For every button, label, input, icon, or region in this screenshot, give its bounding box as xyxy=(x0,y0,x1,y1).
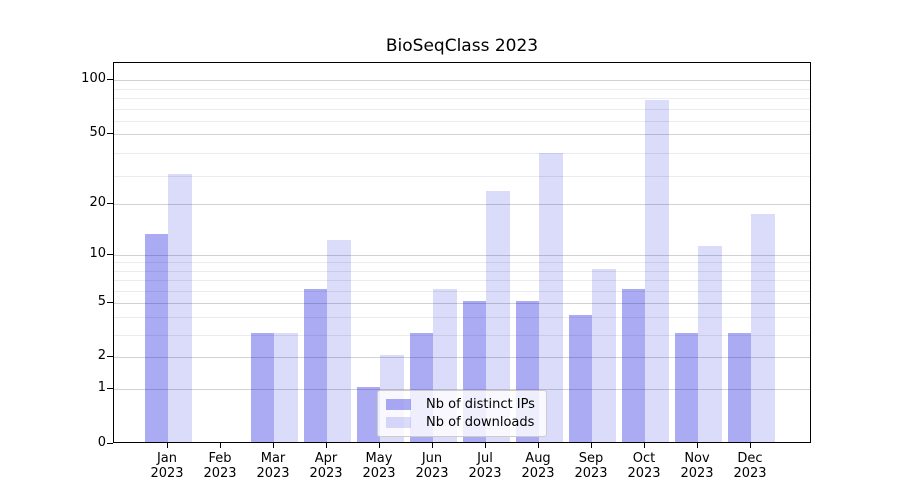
y-gridline-major xyxy=(114,80,810,81)
legend: Nb of distinct IPs Nb of downloads xyxy=(377,390,547,437)
y-tick-label: 1 xyxy=(97,380,106,395)
x-tick-label: Oct 2023 xyxy=(627,451,661,481)
y-gridline-minor xyxy=(114,176,810,177)
x-tick-mark xyxy=(379,443,380,448)
x-tick-label: Apr 2023 xyxy=(309,451,343,481)
legend-label: Nb of downloads xyxy=(426,415,535,431)
x-tick-label: May 2023 xyxy=(362,451,396,481)
x-tick-mark xyxy=(644,443,645,448)
y-gridline-minor xyxy=(114,121,810,122)
x-tick-label: Nov 2023 xyxy=(680,451,714,481)
bar-oct-downloads xyxy=(645,100,669,442)
bar-apr-downloads xyxy=(327,239,351,442)
y-tick-mark xyxy=(107,133,113,134)
y-gridline-minor xyxy=(114,262,810,263)
bar-sep-downloads xyxy=(592,268,616,442)
x-tick-label: Sep 2023 xyxy=(574,451,608,481)
x-tick-mark xyxy=(326,443,327,448)
y-tick-label: 0 xyxy=(97,435,106,450)
x-tick-mark xyxy=(273,443,274,448)
y-gridline-major xyxy=(114,204,810,205)
y-gridline-minor xyxy=(114,280,810,281)
bar-jul-downloads xyxy=(486,191,510,442)
y-tick-mark xyxy=(107,443,113,444)
x-tick-mark xyxy=(167,443,168,448)
x-tick-mark xyxy=(591,443,592,448)
y-gridline-major xyxy=(114,303,810,304)
chart-title: BioSeqClass 2023 xyxy=(385,36,539,56)
x-tick-mark xyxy=(432,443,433,448)
x-tick-label: Dec 2023 xyxy=(733,451,767,481)
bar-oct-distinct-ips xyxy=(621,288,645,442)
x-tick-label: Mar 2023 xyxy=(256,451,290,481)
x-tick-mark xyxy=(485,443,486,448)
y-tick-mark xyxy=(107,356,113,357)
bar-mar-downloads xyxy=(274,332,298,442)
bar-dec-distinct-ips xyxy=(727,332,751,442)
x-tick-label: Jan 2023 xyxy=(150,451,184,481)
y-tick-mark xyxy=(107,203,113,204)
y-tick-mark xyxy=(107,302,113,303)
y-gridline-minor xyxy=(114,317,810,318)
y-tick-label: 10 xyxy=(89,246,106,261)
plot-area: Nb of distinct IPs Nb of downloads xyxy=(113,62,811,443)
x-tick-label: Jul 2023 xyxy=(468,451,502,481)
y-tick-mark xyxy=(107,254,113,255)
bar-apr-distinct-ips xyxy=(303,288,327,442)
x-tick-label: Jun 2023 xyxy=(415,451,449,481)
y-gridline-minor xyxy=(114,271,810,272)
legend-swatch-downloads xyxy=(386,417,411,429)
bar-jan-distinct-ips xyxy=(144,233,168,442)
bar-jan-downloads xyxy=(168,173,192,442)
bar-sep-distinct-ips xyxy=(568,315,592,442)
y-tick-label: 5 xyxy=(97,294,106,309)
bar-nov-distinct-ips xyxy=(674,332,698,442)
legend-item-distinct-ips: Nb of distinct IPs xyxy=(386,397,538,412)
y-tick-mark xyxy=(107,79,113,80)
y-gridline-minor xyxy=(114,153,810,154)
y-tick-label: 2 xyxy=(97,348,106,363)
x-tick-mark xyxy=(697,443,698,448)
y-tick-label: 20 xyxy=(89,195,106,210)
legend-swatch-distinct-ips xyxy=(386,398,411,410)
y-gridline-major xyxy=(114,255,810,256)
y-gridline-minor xyxy=(114,89,810,90)
bar-may-distinct-ips xyxy=(356,387,380,442)
x-tick-mark xyxy=(220,443,221,448)
y-gridline-minor xyxy=(114,98,810,99)
legend-item-downloads: Nb of downloads xyxy=(386,415,538,430)
bar-nov-downloads xyxy=(698,246,722,442)
x-tick-mark xyxy=(538,443,539,448)
x-tick-mark xyxy=(750,443,751,448)
x-tick-label: Aug 2023 xyxy=(521,451,555,481)
legend-label: Nb of distinct IPs xyxy=(426,396,535,412)
y-gridline-minor xyxy=(114,109,810,110)
y-gridline-major xyxy=(114,389,810,390)
bar-mar-distinct-ips xyxy=(250,332,274,442)
bar-dec-downloads xyxy=(751,214,775,442)
bar-aug-downloads xyxy=(539,153,563,442)
y-gridline-minor xyxy=(114,291,810,292)
y-gridline-major xyxy=(114,134,810,135)
y-tick-label: 100 xyxy=(81,71,106,86)
y-gridline-major xyxy=(114,357,810,358)
y-tick-label: 50 xyxy=(89,125,106,140)
x-tick-label: Feb 2023 xyxy=(203,451,237,481)
y-tick-mark xyxy=(107,388,113,389)
y-gridline-minor xyxy=(114,335,810,336)
